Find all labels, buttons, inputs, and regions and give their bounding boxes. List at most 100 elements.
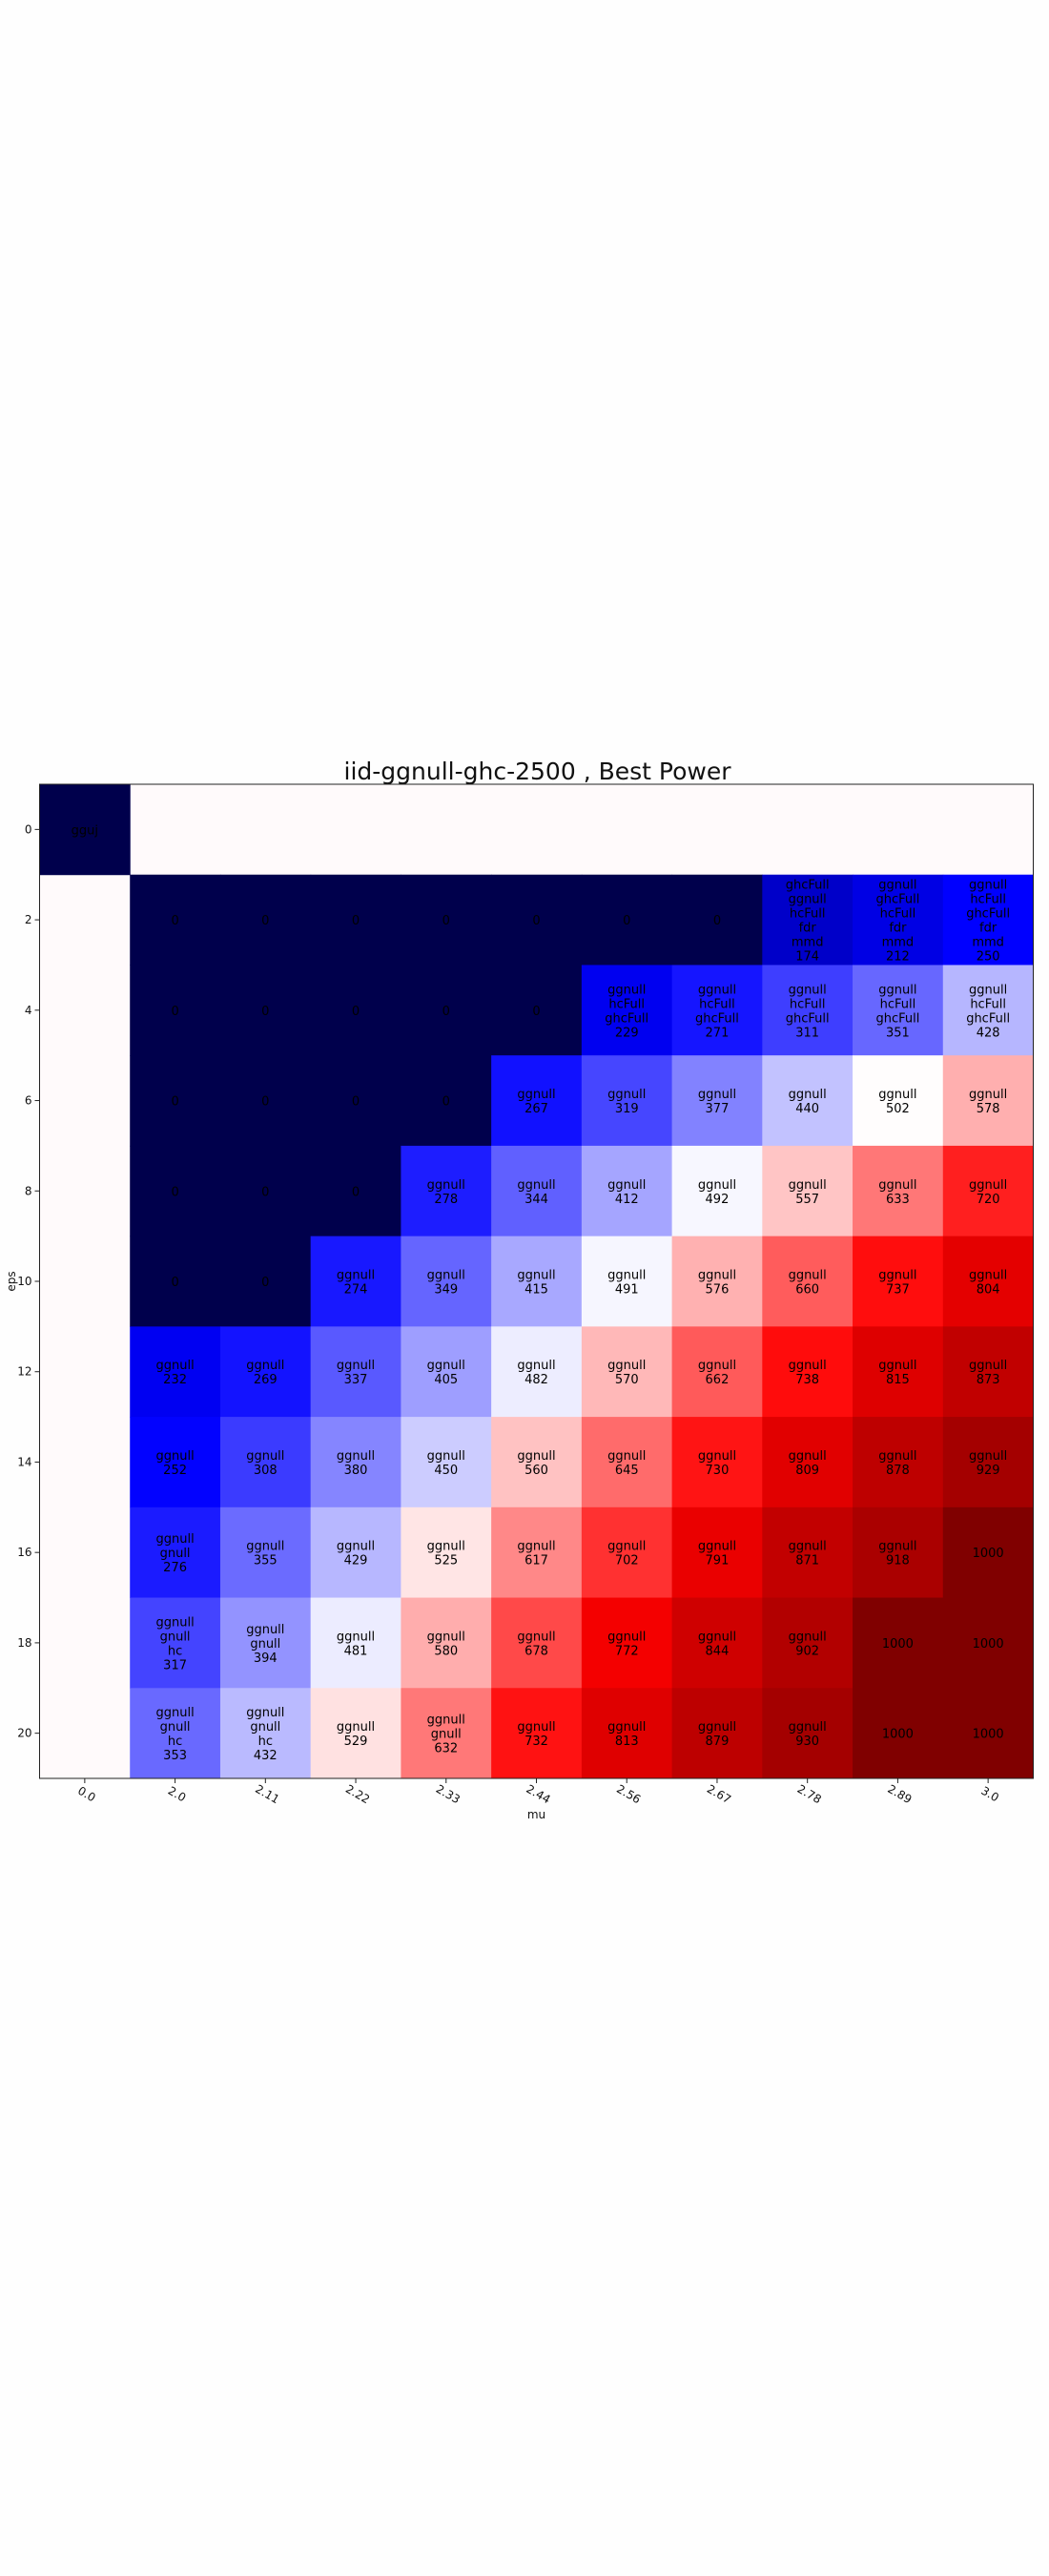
cell-label: ggnull 772 bbox=[607, 1630, 646, 1658]
heatmap-cell bbox=[942, 1417, 1034, 1508]
heatmap-cell bbox=[853, 874, 944, 966]
x-tick-label: 0.0 bbox=[75, 1784, 98, 1805]
cell-label: 0 bbox=[261, 1276, 269, 1290]
heatmap-cell bbox=[219, 874, 312, 966]
y-tick-label: 20 bbox=[17, 1727, 31, 1740]
heatmap-cell bbox=[853, 1326, 944, 1418]
heatmap-cell bbox=[310, 1688, 401, 1779]
cell-label: ggnull 804 bbox=[969, 1269, 1007, 1298]
heatmap-cell bbox=[130, 965, 221, 1056]
heatmap-cell bbox=[762, 1055, 854, 1147]
heatmap-cell bbox=[401, 1688, 492, 1779]
heatmap-cell bbox=[491, 1326, 583, 1418]
cell-label: 0 bbox=[261, 914, 269, 928]
cell-label: 0 bbox=[171, 1005, 178, 1019]
heatmap-cell bbox=[942, 1055, 1034, 1147]
cell-label: ggnull gnull hc 353 bbox=[155, 1706, 194, 1763]
cell-label: ggnull 737 bbox=[878, 1269, 916, 1298]
cell-label: ggnull 930 bbox=[789, 1720, 827, 1749]
heatmap-cell bbox=[581, 1597, 673, 1689]
cell-label: ggnull 491 bbox=[607, 1269, 646, 1298]
cell-label: 0 bbox=[713, 914, 721, 928]
cell-label: ggnull 252 bbox=[155, 1449, 194, 1478]
heatmap-cell bbox=[491, 1055, 583, 1147]
cell-label: ggnull 232 bbox=[155, 1359, 194, 1387]
cell-label: 0 bbox=[532, 1005, 540, 1019]
cell-label: ggnull 557 bbox=[789, 1178, 827, 1207]
x-tick-label: 2.44 bbox=[524, 1782, 552, 1806]
cell-label: ggnull 844 bbox=[698, 1630, 736, 1658]
heatmap-cell bbox=[401, 1236, 492, 1327]
chart-title: iid-ggnull-ghc-2500 , Best Power bbox=[343, 758, 731, 785]
heatmap-cell bbox=[130, 1417, 221, 1508]
cell-label: ggnull 617 bbox=[517, 1540, 555, 1568]
x-tick-label: 2.11 bbox=[253, 1782, 281, 1806]
cell-label: ggnull 502 bbox=[878, 1088, 916, 1116]
cell-label: ggnull 560 bbox=[517, 1449, 555, 1478]
cell-label: ggnull 918 bbox=[878, 1540, 916, 1568]
heatmap-cell bbox=[581, 1326, 673, 1418]
cell-label: ggnull gnull 276 bbox=[155, 1532, 194, 1575]
y-tick-label: 0 bbox=[25, 822, 32, 836]
cell-label: ggnull gnull hc 432 bbox=[246, 1706, 284, 1763]
cell-label: 1000 bbox=[973, 1547, 1004, 1561]
heatmap-cell bbox=[310, 1326, 401, 1418]
heatmap-cell bbox=[491, 1236, 583, 1327]
heatmap-cell bbox=[310, 1506, 401, 1599]
cell-label: 0 bbox=[442, 914, 450, 928]
cell-label: ggnull 791 bbox=[698, 1540, 736, 1568]
x-tick-label: 3.0 bbox=[978, 1784, 1001, 1805]
heatmap-cell bbox=[219, 1417, 312, 1508]
heatmap-cell bbox=[671, 1236, 763, 1327]
cell-label: ggnull 873 bbox=[969, 1359, 1007, 1387]
heatmap-cell bbox=[491, 1506, 583, 1599]
y-tick-label: 10 bbox=[17, 1275, 31, 1288]
cell-label: ggnull hcFull ghcFull 311 bbox=[786, 983, 830, 1040]
heatmap-cell bbox=[310, 965, 401, 1056]
cell-label: 0 bbox=[261, 1005, 269, 1019]
cell-label: 0 bbox=[352, 1185, 360, 1199]
cell-label: ggnull 678 bbox=[517, 1630, 555, 1658]
heatmap-cell bbox=[401, 965, 492, 1056]
cell-label: ggnull 377 bbox=[698, 1088, 736, 1116]
heatmap-cell bbox=[762, 1417, 854, 1508]
cell-label: 0 bbox=[261, 1185, 269, 1199]
heatmap-cell bbox=[942, 965, 1034, 1056]
cell-label: ggnull gnull 394 bbox=[246, 1623, 284, 1666]
heatmap-cell bbox=[401, 1055, 492, 1147]
cell-label: ggnull hcFull ghcFull 351 bbox=[875, 983, 919, 1040]
cell-label: 0 bbox=[261, 1095, 269, 1110]
heatmap-cell bbox=[491, 1417, 583, 1508]
heatmap-cell bbox=[310, 1597, 401, 1689]
heatmap-cell bbox=[671, 1597, 763, 1689]
heatmap-cell bbox=[853, 1055, 944, 1147]
x-tick-label: 2.56 bbox=[614, 1782, 643, 1806]
heatmap-cell bbox=[581, 1236, 673, 1327]
cell-label: 1000 bbox=[973, 1728, 1004, 1742]
cell-label: ggnull 570 bbox=[607, 1359, 646, 1387]
heatmap-cell bbox=[219, 1145, 312, 1237]
cells-layer bbox=[39, 784, 1034, 1779]
y-tick-label: 12 bbox=[17, 1365, 31, 1379]
y-tick-label: 16 bbox=[17, 1546, 31, 1559]
heatmap-cell bbox=[942, 1506, 1034, 1599]
heatmap-cell bbox=[491, 1145, 583, 1237]
heatmap-cell bbox=[491, 965, 583, 1056]
y-tick-label: 18 bbox=[17, 1636, 31, 1650]
heatmap-cell bbox=[671, 1506, 763, 1599]
heatmap-cell bbox=[762, 1326, 854, 1418]
cell-label: ggnull 879 bbox=[698, 1720, 736, 1749]
cell-label: ghcFull ggnull hcFull fdr mmd 174 bbox=[786, 879, 830, 965]
heatmap-cell bbox=[39, 784, 131, 876]
cell-label: 0 bbox=[171, 1276, 178, 1290]
cell-label: ggnull 355 bbox=[246, 1540, 284, 1568]
heatmap-cell bbox=[671, 1326, 763, 1418]
heatmap-cell bbox=[581, 874, 673, 966]
cell-label: ggnull 662 bbox=[698, 1359, 736, 1387]
cell-label: ggnull 349 bbox=[427, 1269, 465, 1298]
heatmap-cell bbox=[401, 874, 492, 966]
heatmap-cell bbox=[130, 1055, 221, 1147]
heatmap-cell bbox=[130, 1506, 221, 1599]
cell-label: ggnull 809 bbox=[789, 1449, 827, 1478]
